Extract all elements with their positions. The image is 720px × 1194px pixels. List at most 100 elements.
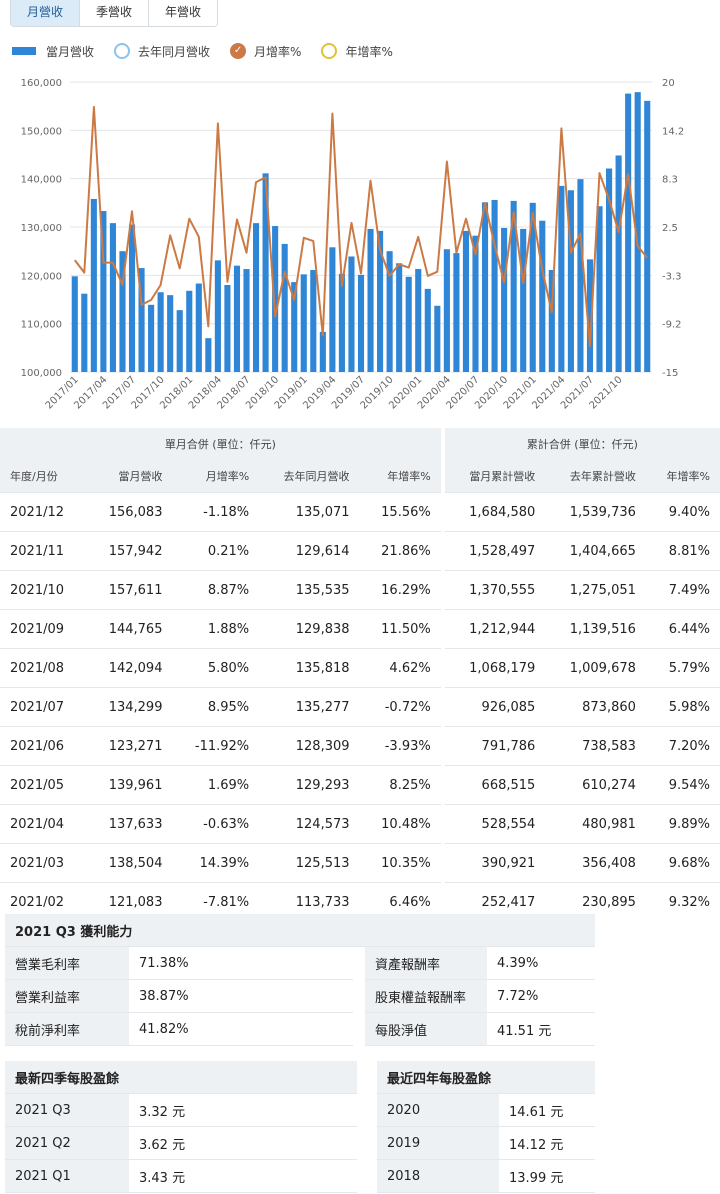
table-cell: 5.79%	[645, 648, 720, 688]
table-cell: 129,838	[259, 609, 360, 649]
revenue-bar	[148, 304, 155, 372]
eps-value: 14.12 元	[499, 1126, 595, 1160]
table-cell: 1,404,665	[545, 531, 646, 571]
table-cell: 129,614	[259, 531, 360, 571]
y-right-tick-label: 2.5	[662, 223, 678, 234]
table-cell: 128,309	[259, 726, 360, 766]
check-circle-icon: ✓	[230, 43, 247, 59]
revenue-bar	[606, 168, 613, 372]
group-header-monthly: 單月合併 (單位：仟元)	[0, 428, 441, 460]
table-cell: 134,299	[86, 687, 173, 727]
table-cell: 135,818	[259, 648, 360, 688]
revenue-bar	[348, 256, 355, 372]
revenue-bar	[167, 295, 174, 372]
table-cell: 124,573	[259, 804, 360, 844]
table-cell: 125,513	[259, 843, 360, 883]
table-cell: 1.69%	[172, 765, 260, 805]
table-cell: 1,539,736	[545, 492, 646, 532]
revenue-bar	[453, 253, 460, 372]
revenue-bar	[281, 243, 288, 372]
tab-quarterly[interactable]: 季營收	[80, 0, 149, 26]
metric-label: 營業毛利率	[5, 946, 129, 980]
revenue-bar	[472, 235, 479, 372]
metric-label: 資產報酬率	[365, 946, 487, 980]
table-cell: 14.39%	[172, 843, 260, 883]
eps-value: 14.61 元	[499, 1093, 595, 1127]
eps-period: 2021 Q3	[5, 1093, 129, 1127]
revenue-bar	[424, 288, 431, 372]
revenue-bar	[443, 249, 450, 372]
table-cell: 138,504	[86, 843, 173, 883]
revenue-bar	[90, 198, 97, 372]
revenue-bar	[214, 260, 221, 372]
legend-item-last-year-revenue[interactable]: 去年同月營收	[114, 43, 210, 60]
eps-period: 2021 Q2	[5, 1126, 129, 1160]
table-cell: 123,271	[86, 726, 173, 766]
table-cell: 9.32%	[645, 882, 720, 921]
revenue-bar	[291, 282, 298, 372]
legend-label: 月增率%	[254, 44, 302, 59]
column-header: 年增率%	[359, 460, 441, 493]
table-cell: 1,139,516	[545, 609, 646, 649]
table-row: 2021/06 123,271 -11.92% 128,309 -3.93% 791,78…	[0, 726, 720, 766]
revenue-bar	[567, 190, 574, 372]
revenue-bar	[615, 155, 622, 372]
table-cell: 2021/08	[0, 648, 87, 688]
revenue-bar	[558, 185, 565, 372]
legend-label: 去年同月營收	[138, 44, 211, 59]
revenue-bar	[205, 338, 212, 372]
table-cell: 668,515	[444, 765, 546, 805]
y-left-tick-label: 100,000	[21, 368, 62, 379]
revenue-bar	[157, 292, 164, 372]
revenue-bar	[377, 230, 384, 372]
eps-period: 2021 Q1	[5, 1159, 129, 1193]
y-left-tick-label: 160,000	[21, 78, 62, 89]
revenue-chart: 160,000 150,000 140,000 130,000 120,000 110,0…	[21, 78, 685, 411]
table-cell: -1.18%	[172, 492, 260, 532]
legend-item-yoy-growth[interactable]: 年增率%	[321, 43, 393, 60]
table-cell: 2021/12	[0, 492, 87, 532]
table-cell: 8.95%	[172, 687, 260, 727]
tab-monthly[interactable]: 月營收	[11, 0, 80, 26]
revenue-table: 單月合併 (單位：仟元) 累計合併 (單位：仟元) 年度/月份 當月營收 月增率% 去…	[0, 428, 720, 921]
table-row: 2021/05 139,961 1.69% 129,293 8.25% 668,515 61…	[0, 765, 720, 805]
table-cell: 139,961	[86, 765, 173, 805]
revenue-bar	[128, 224, 136, 372]
revenue-bar	[520, 228, 527, 372]
legend-item-monthly-revenue[interactable]: 當月營收	[12, 43, 94, 60]
table-cell: 791,786	[444, 726, 546, 766]
table-cell: 1,275,051	[545, 570, 646, 610]
table-cell: 135,071	[259, 492, 360, 532]
table-cell: 1,684,580	[444, 492, 546, 532]
table-cell: 2021/03	[0, 843, 87, 883]
table-cell: 738,583	[545, 726, 646, 766]
table-row: 2021/09 144,765 1.88% 129,838 11.50% 1,212,94…	[0, 609, 720, 649]
table-row: 2021/08 142,094 5.80% 135,818 4.62% 1,068,179…	[0, 648, 720, 688]
table-row: 2021/12 156,083 -1.18% 135,071 15.56% 1,684,5…	[0, 492, 720, 532]
table-cell: 9.40%	[645, 492, 720, 532]
revenue-bar	[634, 92, 641, 373]
table-cell: 16.29%	[359, 570, 441, 610]
table-cell: 2021/05	[0, 765, 87, 805]
column-header: 去年累計營收	[545, 460, 646, 493]
metric-value: 7.72%	[487, 979, 595, 1013]
legend-label: 當月營收	[46, 44, 95, 59]
table-cell: 11.50%	[359, 609, 441, 649]
table-cell: 8.87%	[172, 570, 260, 610]
revenue-bar	[625, 93, 632, 372]
revenue-bar	[338, 273, 345, 372]
revenue-bar	[71, 276, 78, 372]
revenue-bar	[310, 270, 317, 372]
revenue-bar	[300, 274, 307, 372]
y-left-tick-label: 130,000	[21, 223, 62, 234]
revenue-bar	[138, 268, 145, 372]
revenue-bar	[195, 283, 202, 372]
eps-years-box: 最近四年每股盈餘 2020 14.61 元 2019 14.12 元 2018 13.…	[377, 1061, 595, 1193]
table-cell: 1.88%	[172, 609, 260, 649]
tab-yearly[interactable]: 年營收	[149, 0, 217, 26]
eps-value: 13.99 元	[499, 1159, 595, 1193]
legend-item-mom-growth[interactable]: ✓ 月增率%	[230, 43, 301, 60]
table-cell: 9.89%	[645, 804, 720, 844]
revenue-bar	[119, 251, 126, 372]
table-row: 2021/04 137,633 -0.63% 124,573 10.48% 528,554…	[0, 804, 720, 844]
